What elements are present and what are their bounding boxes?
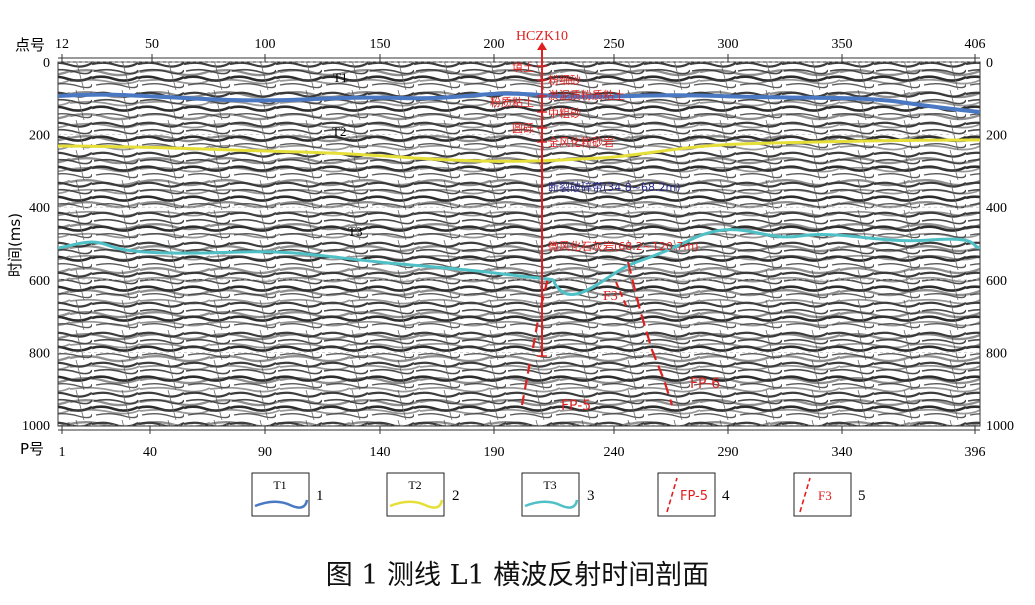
legend-t3-symbol: T3 xyxy=(543,478,556,492)
legend-t1-number: 1 xyxy=(316,488,324,504)
time-tick-label-right: 200 xyxy=(986,129,1007,144)
top-tick-label: 200 xyxy=(484,37,505,52)
time-axis: 时间(ms) 0 0 200 200 400 400 600 600 800 800 1000 100… xyxy=(6,56,1014,434)
top-tick-label: 100 xyxy=(255,37,276,52)
legend-item-t2: T2 2 xyxy=(386,472,460,517)
time-tick-label-right: 1000 xyxy=(986,419,1014,434)
top-tick-label: 350 xyxy=(832,37,853,52)
legend-t2-symbol: T2 xyxy=(408,478,421,492)
legend-t3-number: 3 xyxy=(587,488,595,504)
fault-f3-label: F3 xyxy=(603,289,618,304)
bottom-tick-label: 240 xyxy=(604,445,625,460)
bottom-tick-label: 1 xyxy=(59,445,66,460)
top-tick-label: 12 xyxy=(55,37,69,52)
borehole-name: HCZK10 xyxy=(516,29,568,44)
legend-t2-number: 2 xyxy=(452,488,460,504)
legend-fp5-symbol: FP-5 xyxy=(680,489,708,504)
legend: T1 1 T2 2 T3 3 FP-5 4 F3 5 xyxy=(251,472,866,517)
borehole-layer-muddy-clay: 淤泥质粉质粘土 xyxy=(548,88,625,102)
plot-frame xyxy=(57,61,981,427)
time-tick-label-right: 400 xyxy=(986,201,1007,216)
horizons: T1 T2 T3 xyxy=(58,70,980,296)
legend-f3-number: 5 xyxy=(858,488,866,504)
legend-f3-symbol: F3 xyxy=(818,488,832,503)
bottom-axis-label: P号 xyxy=(20,440,44,458)
borehole-layer-gravel: 圆砾 xyxy=(512,122,534,135)
top-tick-label: 250 xyxy=(604,37,625,52)
borehole-layer-fine-sand: 粉细砂 xyxy=(548,74,581,87)
bottom-tick-label: 140 xyxy=(370,445,391,460)
borehole-layer-weathered-siltstone: 全风化粉砂岩 xyxy=(548,135,614,149)
horizon-t1-label: T1 xyxy=(333,70,347,85)
horizon-t3-line xyxy=(58,228,980,296)
borehole-layer-fill: 填土 xyxy=(512,60,534,74)
legend-t1-symbol: T1 xyxy=(273,478,286,492)
time-tick-label-right: 800 xyxy=(986,346,1007,361)
time-axis-label: 时间(ms) xyxy=(6,213,24,277)
legend-item-t3: T3 3 xyxy=(521,472,595,517)
time-tick-label-left: 400 xyxy=(29,201,50,216)
fault-fp6-line xyxy=(626,261,674,406)
legend-item-fp5: FP-5 4 xyxy=(657,472,730,517)
horizon-t2-label: T2 xyxy=(332,124,346,139)
top-tick-label: 406 xyxy=(965,37,986,52)
fault-fp6-label: FP-6 xyxy=(690,376,720,392)
time-tick-label-left: 1000 xyxy=(22,419,50,434)
seismic-background xyxy=(58,62,980,426)
bottom-axis: P号 1 40 90 140 190 240 290 340 396 xyxy=(20,426,986,460)
fracture-zone-annotation: 断裂破碎带(34.8~68.2m) xyxy=(548,180,681,194)
bottom-tick-label: 290 xyxy=(718,445,739,460)
time-tick-label-right: 0 xyxy=(986,56,993,71)
fault-fp5-line xyxy=(520,277,550,406)
bottom-tick-label: 396 xyxy=(965,445,986,460)
time-tick-label-left: 600 xyxy=(29,274,50,289)
time-tick-label-left: 0 xyxy=(43,56,50,71)
top-tick-label: 50 xyxy=(145,37,159,52)
bottom-tick-label: 40 xyxy=(143,445,157,460)
fault-fp5-label: FP-5 xyxy=(561,398,591,414)
top-axis-label: 点号 xyxy=(15,36,45,54)
bottom-tick-label: 90 xyxy=(258,445,272,460)
horizon-t2-line xyxy=(58,138,980,163)
horizon-t3-label: T3 xyxy=(348,224,362,239)
bottom-tick-label: 190 xyxy=(484,445,505,460)
limestone-annotation: 微风化石灰岩(68.2~120.7m) xyxy=(548,239,699,253)
time-tick-label-left: 200 xyxy=(29,129,50,144)
legend-item-t1: T1 1 xyxy=(251,472,324,517)
bottom-tick-label: 340 xyxy=(832,445,853,460)
top-axis: 点号 12 50 100 150 200 250 300 350 406 xyxy=(15,36,986,62)
figure-caption: 图 1 测线 L1 横波反射时间剖面 xyxy=(325,560,710,591)
faults: FP-5 FP-6 F3 xyxy=(520,261,720,414)
top-tick-label: 150 xyxy=(370,37,391,52)
fault-f3-line xyxy=(615,281,629,311)
legend-item-f3: F3 5 xyxy=(793,472,866,517)
time-tick-label-left: 800 xyxy=(29,346,50,361)
borehole-layer-silty-clay: 粉质粘土 xyxy=(490,95,534,109)
horizon-t1-line xyxy=(58,91,980,114)
legend-fp5-number: 4 xyxy=(722,488,730,504)
time-tick-label-right: 600 xyxy=(986,274,1007,289)
borehole-layer-coarse-sand: 中粗砂 xyxy=(548,107,581,120)
top-tick-label: 300 xyxy=(718,37,739,52)
